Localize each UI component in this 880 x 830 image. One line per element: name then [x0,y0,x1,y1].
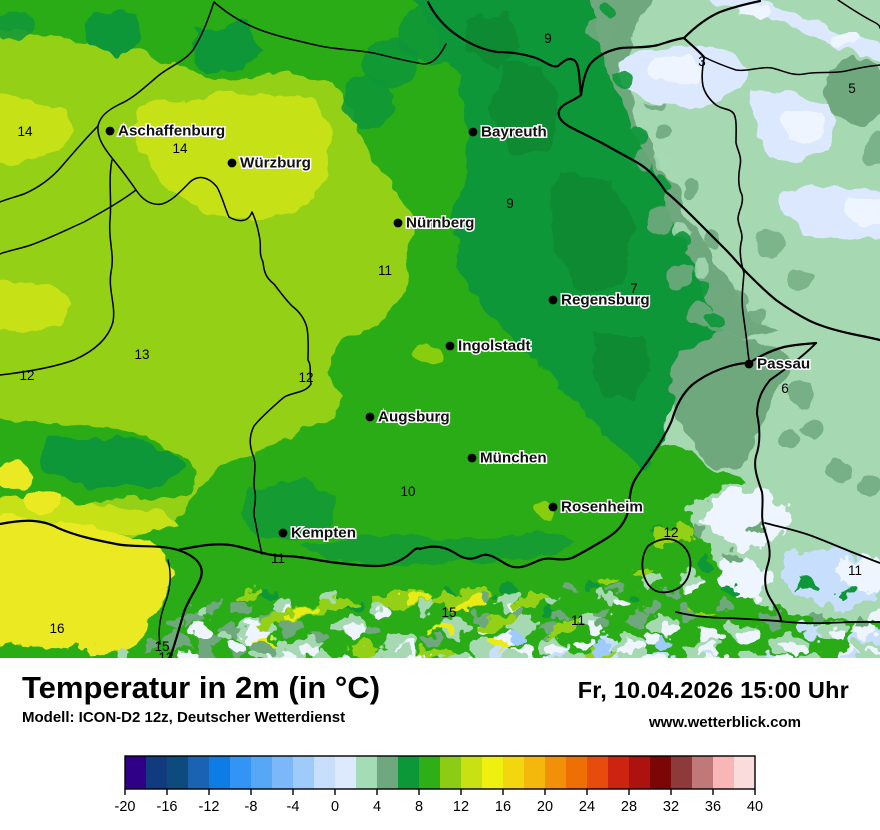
svg-text:9: 9 [544,31,552,46]
svg-text:11: 11 [571,613,585,628]
svg-text:-16: -16 [157,799,178,815]
svg-text:Würzburg: Würzburg [240,155,311,172]
svg-text:11: 11 [848,563,862,578]
svg-text:14: 14 [172,141,188,156]
svg-text:7: 7 [630,281,638,296]
svg-text:Rosenheim: Rosenheim [561,499,643,516]
svg-text:Bayreuth: Bayreuth [481,124,547,141]
svg-text:20: 20 [537,799,553,815]
svg-text:3: 3 [698,54,706,69]
svg-text:Kempten: Kempten [291,525,356,542]
svg-text:12: 12 [663,525,678,540]
svg-text:32: 32 [663,799,679,815]
svg-text:14: 14 [17,124,33,139]
svg-text:11: 11 [378,263,392,278]
svg-text:-4: -4 [287,799,300,815]
svg-text:28: 28 [621,799,637,815]
svg-text:Regensburg: Regensburg [561,292,650,309]
svg-text:16: 16 [495,799,511,815]
svg-text:6: 6 [781,381,789,396]
svg-text:0: 0 [331,799,339,815]
svg-text:12: 12 [453,799,469,815]
svg-text:8: 8 [415,799,423,815]
svg-text:10: 10 [400,484,415,499]
svg-text:München: München [480,450,547,467]
svg-text:Aschaffenburg: Aschaffenburg [118,123,225,140]
svg-text:16: 16 [49,621,64,636]
svg-text:15: 15 [441,605,456,620]
svg-text:-20: -20 [115,799,136,815]
svg-text:13: 13 [158,650,173,658]
svg-text:Ingolstadt: Ingolstadt [458,338,531,355]
svg-text:24: 24 [579,799,595,815]
svg-text:15: 15 [154,639,169,654]
svg-text:Nürnberg: Nürnberg [406,215,474,232]
svg-text:Augsburg: Augsburg [378,409,450,426]
svg-text:40: 40 [747,799,763,815]
svg-text:Passau: Passau [757,356,810,373]
svg-text:4: 4 [373,799,381,815]
svg-text:-12: -12 [199,799,220,815]
svg-text:13: 13 [134,347,149,362]
svg-text:12: 12 [19,368,34,383]
svg-text:36: 36 [705,799,721,815]
svg-text:12: 12 [298,370,313,385]
svg-text:5: 5 [848,81,856,96]
svg-text:11: 11 [271,551,285,566]
svg-text:-8: -8 [245,799,258,815]
svg-text:9: 9 [506,196,514,211]
